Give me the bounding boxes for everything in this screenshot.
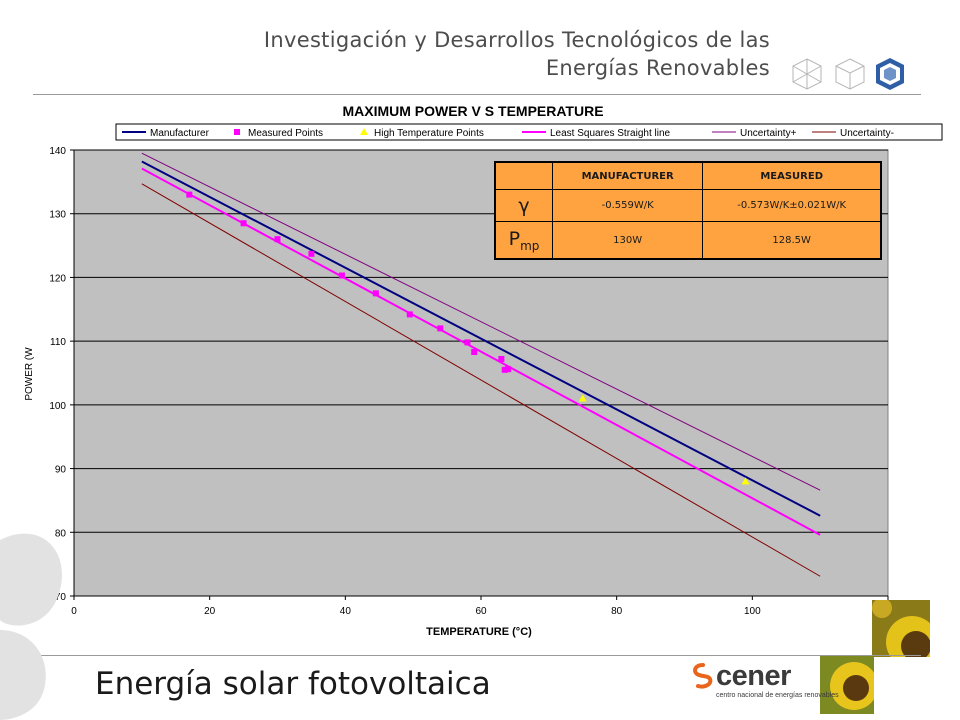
table-pmp-manufacturer: 130W [551, 221, 704, 260]
decorative-swirl-icon [0, 533, 62, 720]
blue-cube-logo-icon [876, 58, 904, 90]
axes: 708090100110120130140020406080100120 [49, 146, 896, 617]
legend-label: Manufacturer [150, 128, 210, 139]
legend-label: Uncertainty- [840, 128, 894, 139]
header-divider [33, 94, 921, 95]
legend-label: High Temperature Points [374, 128, 484, 139]
x-axis-label: TEMPERATURE (°C) [426, 626, 532, 638]
pmp-symbol: P [508, 227, 521, 250]
measured-point [372, 290, 379, 297]
y-tick-label: 90 [55, 465, 67, 476]
header-line-1: Investigación y Desarrollos Tecnológicos… [263, 28, 770, 52]
measured-point [308, 250, 315, 257]
measured-point [338, 272, 345, 279]
sunflower-image-1 [872, 600, 930, 657]
measured-point [471, 348, 478, 355]
sunflower-image-2 [820, 656, 874, 714]
measured-point [240, 220, 247, 227]
high-temperature-point [578, 394, 587, 402]
cener-logo-icon [693, 663, 713, 689]
coefficients-table: MANUFACTURER MEASURED γ -0.559W/K -0.573… [494, 161, 882, 260]
y-tick-label: 140 [49, 146, 66, 157]
x-tick-label: 100 [744, 606, 761, 617]
series-line [141, 183, 821, 577]
legend-label: Measured Points [248, 128, 323, 139]
measured-point [274, 236, 281, 243]
legend: Manufacturer Measured Points High Temperat… [122, 128, 894, 139]
series-lines [141, 152, 821, 577]
series-line [141, 152, 821, 491]
measured-point [186, 191, 193, 198]
cener-logo-subtitle: centro nacional de energías renovables [716, 692, 839, 699]
table-row-gamma-symbol: γ [494, 188, 553, 223]
chart-title: MAXIMUM POWER V S TEMPERATURE [342, 103, 603, 119]
footer-title: Energía solar fotovoltaica [95, 666, 491, 702]
measured-point [437, 325, 444, 332]
footer-divider [33, 655, 921, 656]
y-tick-label: 130 [49, 210, 66, 221]
legend-label: Uncertainty+ [740, 128, 797, 139]
pmp-subscript: mp [520, 238, 540, 253]
measured-point [464, 339, 471, 346]
x-tick-label: 40 [340, 606, 352, 617]
header-line-2: Energías Renovables [545, 56, 770, 80]
measured-point [406, 311, 413, 318]
table-header-measured: MEASURED [702, 161, 882, 190]
table-corner-cell [494, 161, 553, 190]
table-gamma-measured: -0.573W/K±0.021W/K [702, 188, 882, 223]
measured-point [505, 366, 512, 373]
cener-logo-word: cener [716, 660, 791, 692]
series-points [186, 191, 750, 485]
legend-swatch [234, 129, 240, 135]
series-line [141, 160, 821, 517]
table-row-pmp-symbol: Pmp [494, 221, 553, 260]
x-tick-label: 20 [204, 606, 216, 617]
table-gamma-manufacturer: -0.559W/K [551, 188, 704, 223]
high-temperature-point [741, 477, 750, 485]
x-tick-label: 80 [611, 606, 623, 617]
x-tick-label: 0 [71, 606, 77, 617]
measured-point [501, 366, 508, 373]
table-header-manufacturer: MANUFACTURER [551, 161, 704, 190]
x-tick-label: 60 [475, 606, 487, 617]
legend-swatch [360, 128, 368, 135]
y-tick-label: 110 [50, 337, 66, 348]
legend-label: Least Squares Straight line [550, 128, 671, 139]
y-tick-label: 120 [49, 273, 66, 284]
series-line [141, 167, 821, 536]
table-pmp-measured: 128.5W [702, 221, 882, 260]
wireframe-cube-icon [792, 58, 822, 90]
y-axis-label: POWER (W [24, 347, 35, 401]
y-tick-label: 100 [49, 401, 66, 412]
y-tick-label: 70 [55, 592, 67, 603]
y-tick-label: 80 [55, 528, 67, 539]
measured-point [498, 355, 505, 362]
outline-cube-icon [835, 58, 865, 90]
